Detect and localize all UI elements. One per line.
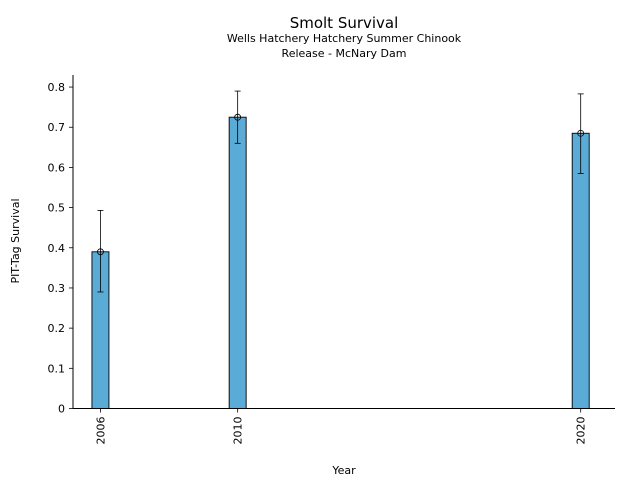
x-tick-label: 2006	[94, 417, 107, 445]
x-tick-label: 2010	[232, 417, 245, 445]
chart-subtitle-line-2: Release - McNary Dam	[282, 47, 407, 60]
chart-subtitle-line-1: Wells Hatchery Hatchery Summer Chinook	[227, 32, 462, 45]
point-marker-2010	[234, 113, 242, 121]
y-tick-label: 0	[58, 403, 65, 416]
y-ticks-group: 0 0.1 0.2 0.3 0.4 0.5 0.6 0.7 0.8	[48, 81, 73, 416]
point-marker-2020	[577, 129, 585, 137]
bars-group	[91, 116, 590, 409]
chart-title: Smolt Survival	[290, 14, 399, 32]
y-axis-label: PIT-Tag Survival	[9, 198, 22, 283]
y-tick-label: 0.5	[48, 202, 66, 215]
y-tick-label: 0.2	[48, 322, 66, 335]
bar-2020	[571, 132, 590, 409]
y-tick-label: 0.3	[48, 282, 66, 295]
y-tick-label: 0.8	[48, 81, 66, 94]
y-tick-label: 0.1	[48, 362, 66, 375]
y-tick-label: 0.4	[48, 242, 66, 255]
x-tick-label: 2020	[575, 417, 588, 445]
x-axis-label: Year	[331, 464, 356, 477]
y-tick-label: 0.6	[48, 161, 66, 174]
point-marker-2006	[97, 248, 104, 256]
error-bars-group	[97, 90, 585, 293]
bar-2010	[228, 116, 247, 409]
x-ticks-group: 2006 2010 2020	[94, 408, 588, 445]
y-tick-label: 0.7	[48, 121, 66, 134]
